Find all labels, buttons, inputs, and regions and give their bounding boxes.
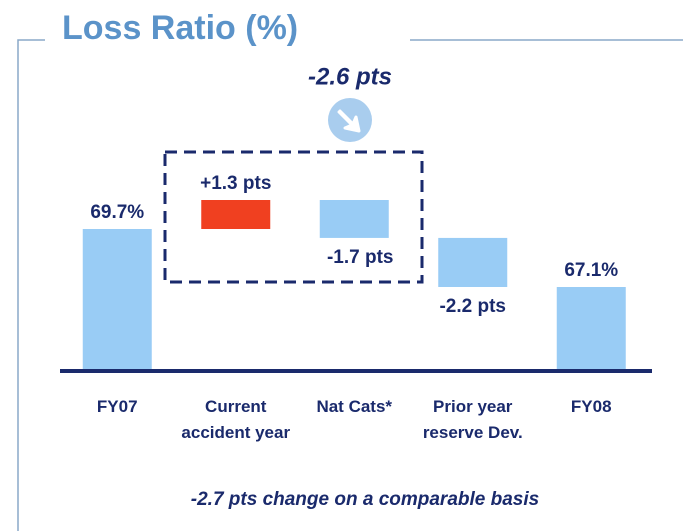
x-tick-label: Nat Cats*	[316, 397, 393, 416]
total-change: -2.6 pts	[308, 63, 392, 90]
value-label: -1.7 pts	[327, 247, 394, 268]
x-tick-label: FY07	[96, 397, 138, 416]
x-tick-label: Current accident year	[181, 397, 291, 442]
x-tick-label: FY08	[570, 397, 612, 416]
bar	[556, 287, 626, 369]
bar	[82, 229, 152, 369]
footnote: -2.7 pts change on a comparable basis	[191, 489, 539, 510]
value-label: 69.7%	[90, 202, 144, 223]
arrow-icon-glyph	[337, 109, 361, 133]
frame	[17, 39, 683, 531]
chart-title: Loss Ratio (%)	[62, 9, 298, 47]
value-label: +1.3 pts	[200, 173, 271, 194]
bar	[438, 237, 508, 287]
value-label: 67.1%	[564, 260, 618, 281]
group-box	[163, 150, 424, 284]
value-label: -2.2 pts	[439, 296, 506, 317]
x-tick-label: Prior year reserve Dev.	[422, 397, 523, 442]
bar	[201, 200, 271, 229]
bar	[319, 200, 389, 238]
